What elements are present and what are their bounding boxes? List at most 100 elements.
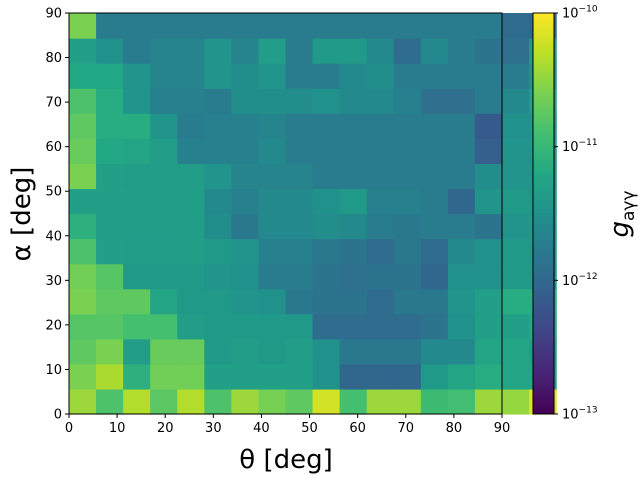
heatmap-cell [204, 213, 232, 240]
heatmap-cell [150, 88, 178, 114]
heatmap-cell [177, 313, 205, 340]
heatmap-cell [474, 363, 503, 390]
heatmap-cell [285, 263, 314, 290]
heatmap-cell [258, 138, 287, 164]
heatmap-cell [312, 113, 341, 139]
heatmap-cell [96, 313, 124, 340]
heatmap-cell [366, 138, 395, 164]
heatmap-cell [502, 138, 530, 164]
heatmap-cell [123, 113, 151, 139]
heatmap-cell [393, 13, 422, 39]
heatmap-cell [285, 188, 314, 215]
heatmap-cell [420, 288, 449, 315]
heatmap-cell [420, 338, 449, 365]
heatmap-cell [177, 263, 205, 290]
heatmap-cell [366, 38, 395, 64]
heatmap-cells [69, 13, 557, 415]
heatmap-cell [420, 113, 449, 139]
x-tick-label: 40 [253, 421, 270, 436]
heatmap-cell [231, 188, 260, 215]
heatmap-cell [177, 138, 205, 164]
heatmap-cell [123, 163, 151, 190]
heatmap-cell [150, 163, 178, 190]
heatmap-cell [177, 188, 205, 215]
colorbar-tick-label: 10−10 [562, 5, 598, 22]
heatmap-cell [204, 363, 232, 390]
heatmap-cell [366, 288, 395, 315]
heatmap-cell [393, 138, 422, 164]
heatmap-cell [420, 163, 449, 190]
heatmap-cell [285, 238, 314, 265]
heatmap-cell [177, 38, 205, 64]
heatmap-cell [366, 13, 395, 39]
heatmap-cell [204, 238, 232, 265]
heatmap-cell [231, 288, 260, 315]
heatmap-cell [258, 313, 287, 340]
y-axis-ticks: 0 10 20 30 40 50 60 70 80 90 [45, 7, 69, 423]
heatmap-cell [502, 313, 530, 340]
heatmap-cell [231, 88, 260, 114]
heatmap-cell [96, 363, 124, 390]
heatmap-cell [312, 288, 341, 315]
heatmap-cell [502, 213, 530, 240]
heatmap-cell [150, 238, 178, 265]
heatmap-cell [285, 338, 314, 365]
heatmap-cell [96, 238, 124, 265]
heatmap-cell [96, 13, 124, 39]
heatmap-cell [339, 38, 368, 64]
x-tick-label: 20 [157, 421, 174, 436]
heatmap-cell [285, 363, 314, 390]
heatmap-cell [474, 213, 503, 240]
heatmap-cell [231, 313, 260, 340]
heatmap-cell [204, 263, 232, 290]
heatmap-cell [69, 288, 97, 315]
heatmap-cell [258, 163, 287, 190]
y-tick-label: 70 [45, 96, 62, 111]
heatmap-cell [474, 313, 503, 340]
heatmap-cell [312, 38, 341, 64]
heatmap-cell [285, 388, 314, 415]
heatmap-cell [420, 13, 449, 39]
heatmap-cell [447, 263, 476, 290]
heatmap-cell [339, 263, 368, 290]
x-tick-label: 50 [301, 421, 318, 436]
heatmap-cell [474, 13, 503, 39]
heatmap-cell [231, 13, 260, 39]
heatmap-cell [150, 13, 178, 39]
heatmap-cell [393, 263, 422, 290]
heatmap-cell [474, 388, 503, 415]
heatmap-cell [177, 338, 205, 365]
heatmap-cell [502, 13, 530, 39]
heatmap-cell [231, 263, 260, 290]
heatmap-cell [231, 38, 260, 64]
heatmap-cell [177, 13, 205, 39]
heatmap-cell [339, 138, 368, 164]
heatmap-cell [204, 188, 232, 215]
heatmap-cell [312, 238, 341, 265]
heatmap-cell [177, 88, 205, 114]
heatmap-cell [204, 88, 232, 114]
heatmap-cell [393, 338, 422, 365]
heatmap-cell [123, 288, 151, 315]
heatmap-cell [231, 238, 260, 265]
heatmap-cell [258, 338, 287, 365]
heatmap-cell [177, 163, 205, 190]
y-tick-label: 60 [45, 140, 62, 155]
heatmap-cell [96, 138, 124, 164]
x-tick-label: 80 [446, 421, 463, 436]
colorbar [532, 12, 555, 415]
heatmap-cell [285, 38, 314, 64]
heatmap-cell [420, 313, 449, 340]
heatmap-cell [420, 213, 449, 240]
heatmap-cell [123, 363, 151, 390]
heatmap-cell [366, 363, 395, 390]
heatmap-cell [447, 88, 476, 114]
heatmap-cell [393, 313, 422, 340]
heatmap-cell [285, 163, 314, 190]
heatmap-cell [123, 138, 151, 164]
colorbar-tick-label: 10−13 [562, 406, 598, 423]
heatmap-cell [69, 313, 97, 340]
heatmap-cell [150, 138, 178, 164]
heatmap-cell [393, 238, 422, 265]
heatmap-cell [285, 88, 314, 114]
